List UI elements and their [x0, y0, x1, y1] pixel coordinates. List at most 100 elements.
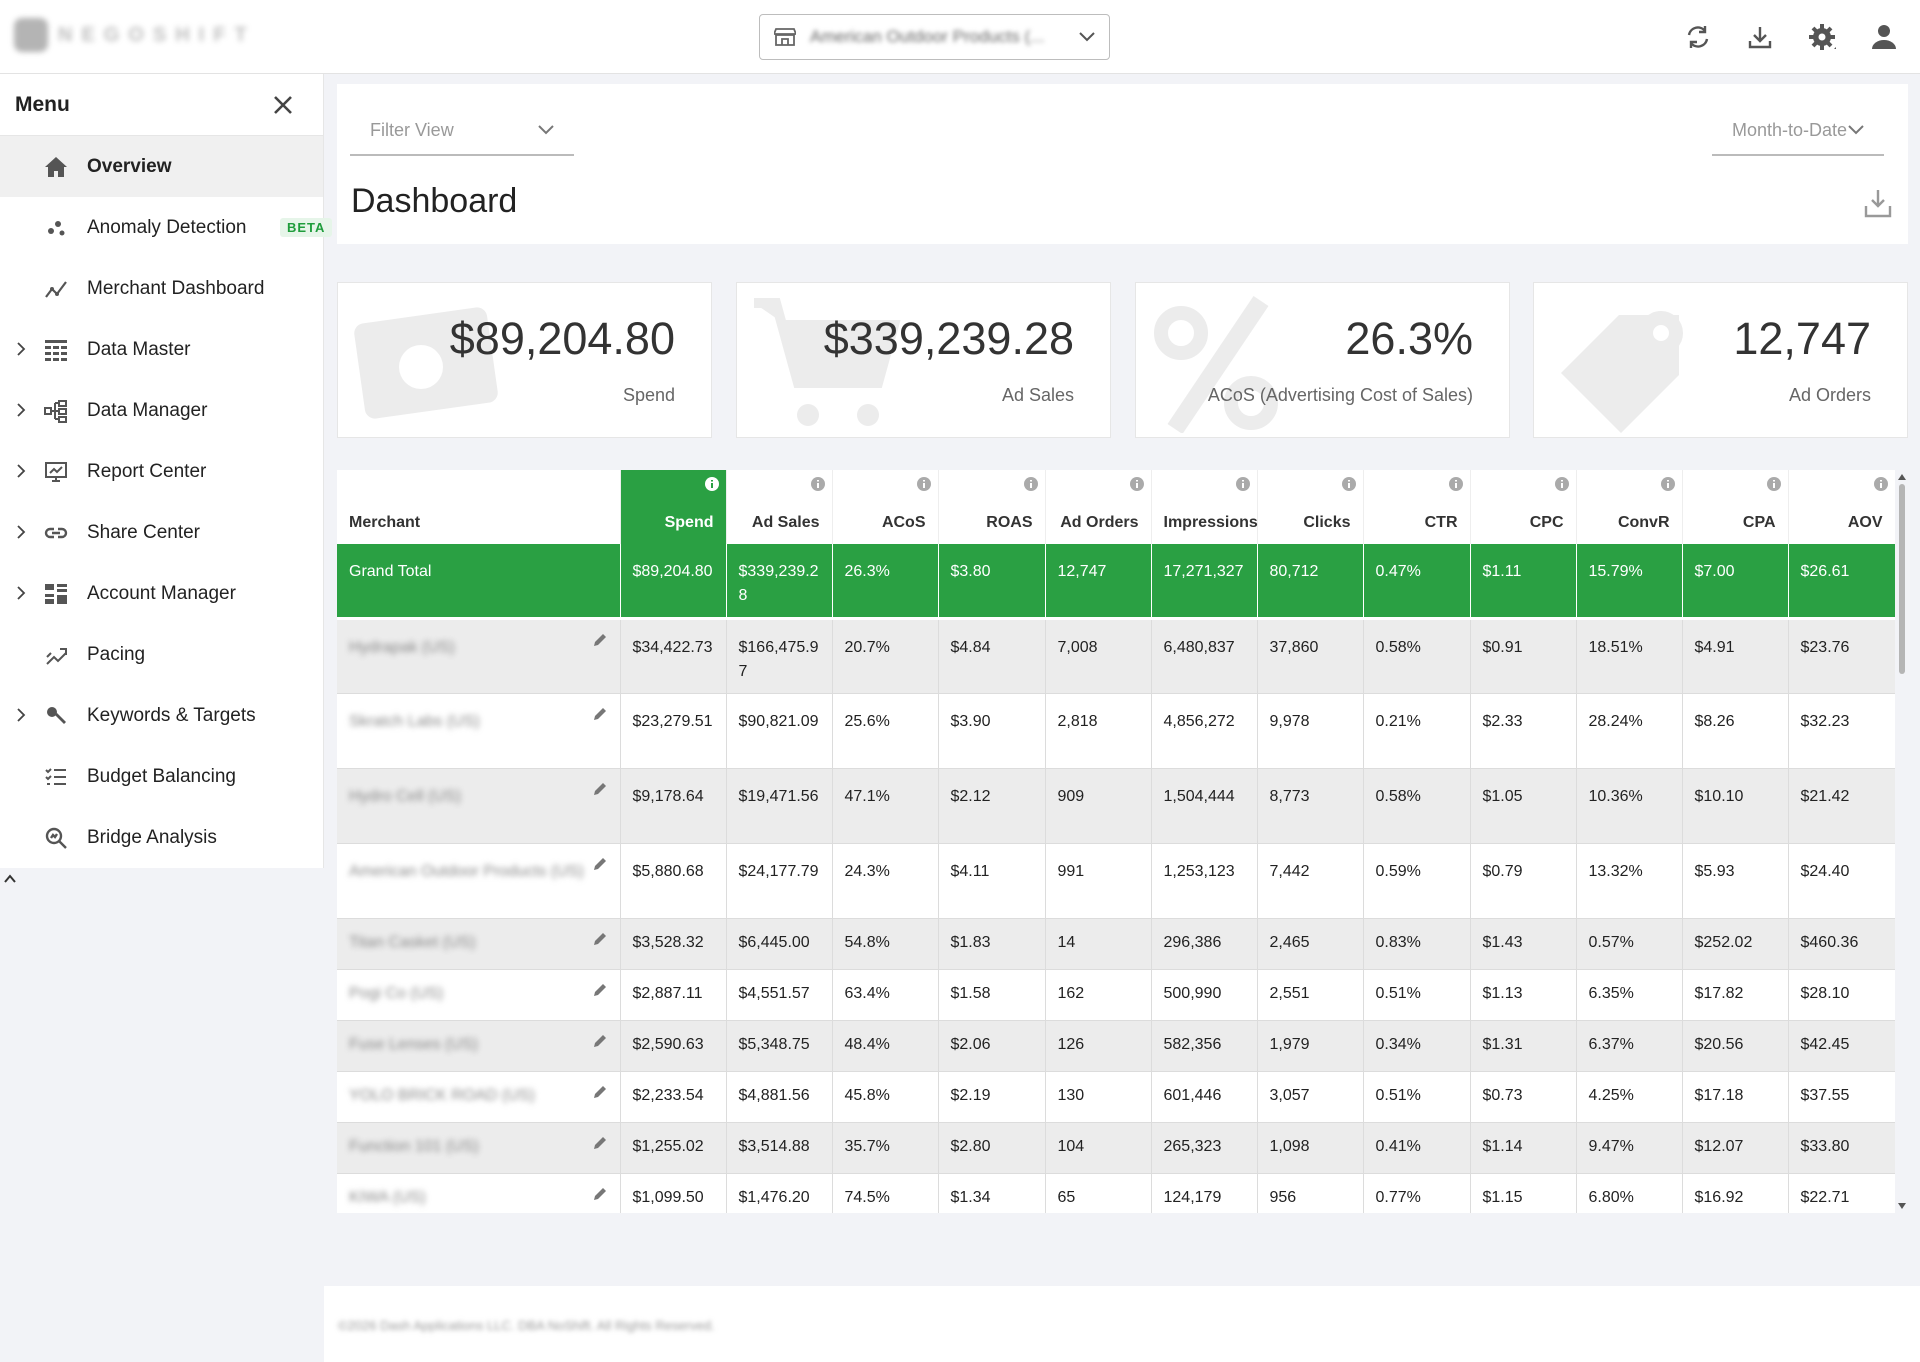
merchant-cell[interactable]: Hydrapak (US)	[337, 618, 621, 694]
edit-icon[interactable]	[592, 781, 608, 797]
column-header-aov[interactable]: AOV	[1788, 470, 1895, 544]
column-header-acos[interactable]: ACoS	[832, 470, 939, 544]
chevron-right-icon[interactable]	[15, 402, 27, 418]
table-row[interactable]: Hydro Cell (US) $9,178.64 $19,471.56 47.1% $…	[337, 768, 1895, 844]
sidebar-item-data-manager[interactable]: Data Manager	[0, 380, 323, 441]
table-row[interactable]: KIWA (US) $1,099.50 $1,476.20 74.5% $1.34 65 1…	[337, 1173, 1895, 1213]
info-icon[interactable]	[810, 476, 826, 492]
table-cell: $24,177.79	[726, 843, 833, 919]
info-icon[interactable]	[1873, 476, 1889, 492]
merchant-cell[interactable]: American Outdoor Products (US)	[337, 843, 621, 919]
merchant-cell[interactable]: Fuse Lenses (US)	[337, 1020, 621, 1072]
merchant-cell[interactable]: YOLO BRICK ROAD (US)	[337, 1071, 621, 1123]
chevron-right-icon[interactable]	[15, 707, 27, 723]
sidebar-item-share-center[interactable]: Share Center	[0, 502, 323, 563]
column-header-impressions[interactable]: Impressions	[1151, 470, 1258, 544]
column-header-cpa[interactable]: CPA	[1682, 470, 1789, 544]
download-icon[interactable]	[1864, 188, 1892, 218]
table-cell: 48.4%	[832, 1020, 939, 1072]
table-cell: 4,856,272	[1151, 693, 1258, 769]
merchant-cell[interactable]: Hydro Cell (US)	[337, 768, 621, 844]
column-header-ad-orders[interactable]: Ad Orders	[1045, 470, 1152, 544]
table-cell: $7.00	[1682, 544, 1789, 620]
download-icon[interactable]	[1744, 18, 1776, 56]
table-cell: 0.58%	[1363, 768, 1471, 844]
date-range-dropdown[interactable]: Month-to-Date	[1712, 106, 1884, 156]
column-header-roas[interactable]: ROAS	[938, 470, 1046, 544]
table-cell: 14	[1045, 918, 1152, 970]
sidebar-item-budget-balancing[interactable]: Budget Balancing	[0, 746, 323, 807]
info-icon[interactable]	[704, 476, 720, 492]
merchant-cell[interactable]: Skratch Labs (US)	[337, 693, 621, 769]
table-row[interactable]: Skratch Labs (US) $23,279.51 $90,821.09 25.…	[337, 693, 1895, 769]
table-row[interactable]: American Outdoor Products (US) $5,880.68 $…	[337, 843, 1895, 919]
gear-icon[interactable]	[1806, 18, 1838, 56]
info-icon[interactable]	[1766, 476, 1782, 492]
sidebar-item-data-master[interactable]: Data Master	[0, 319, 323, 380]
cart-icon	[754, 298, 901, 426]
table-cell: $5,880.68	[620, 843, 727, 919]
info-icon[interactable]	[1023, 476, 1039, 492]
table-cell: 0.41%	[1363, 1122, 1471, 1174]
info-icon[interactable]	[1660, 476, 1676, 492]
column-header-clicks[interactable]: Clicks	[1257, 470, 1364, 544]
info-icon[interactable]	[1235, 476, 1251, 492]
info-icon[interactable]	[1448, 476, 1464, 492]
merchant-cell[interactable]: Titan Casket (US)	[337, 918, 621, 970]
info-icon[interactable]	[1341, 476, 1357, 492]
logo[interactable]: NEGOSHIFT	[14, 18, 256, 52]
info-icon[interactable]	[1129, 476, 1145, 492]
column-header-ad-sales[interactable]: Ad Sales	[726, 470, 833, 544]
column-header-cpc[interactable]: CPC	[1470, 470, 1577, 544]
user-icon[interactable]	[1868, 18, 1900, 56]
sidebar-item-bridge-analysis[interactable]: Bridge Analysis	[0, 807, 323, 868]
info-icon[interactable]	[916, 476, 932, 492]
sidebar-item-report-center[interactable]: Report Center	[0, 441, 323, 502]
edit-icon[interactable]	[592, 1186, 608, 1202]
edit-icon[interactable]	[592, 856, 608, 872]
merchant-cell[interactable]: Function 101 (US)	[337, 1122, 621, 1174]
refresh-icon[interactable]	[1682, 18, 1714, 56]
sidebar-item-pacing[interactable]: Pacing	[0, 624, 323, 685]
chevron-right-icon[interactable]	[15, 341, 27, 357]
edit-icon[interactable]	[592, 1033, 608, 1049]
table-row[interactable]: Hydrapak (US) $34,422.73 $166,475.97 20.7% $…	[337, 618, 1895, 694]
sidebar-item-merchant-dashboard[interactable]: Merchant Dashboard	[0, 258, 323, 319]
column-header-merchant[interactable]: Merchant	[337, 470, 621, 544]
edit-icon[interactable]	[592, 632, 608, 648]
table-row[interactable]: YOLO BRICK ROAD (US) $2,233.54 $4,881.56 45…	[337, 1071, 1895, 1123]
account-selector[interactable]: American Outdoor Products (...	[759, 14, 1110, 60]
column-header-ctr[interactable]: CTR	[1363, 470, 1471, 544]
table-row[interactable]: Fuse Lenses (US) $2,590.63 $5,348.75 48.4% $…	[337, 1020, 1895, 1072]
collapse-up-icon[interactable]	[3, 872, 17, 886]
table-row[interactable]: Function 101 (US) $1,255.02 $3,514.88 35.7%…	[337, 1122, 1895, 1174]
sidebar-item-keywords-targets[interactable]: Keywords & Targets	[0, 685, 323, 746]
table-cell: 6.37%	[1576, 1020, 1683, 1072]
edit-icon[interactable]	[592, 982, 608, 998]
sidebar-item-anomaly-detection[interactable]: Anomaly Detection BETA	[0, 197, 333, 258]
merchant-cell[interactable]: KIWA (US)	[337, 1173, 621, 1213]
table-scrollbar[interactable]	[1896, 470, 1908, 1213]
close-icon[interactable]	[273, 95, 293, 115]
column-header-spend[interactable]: Spend	[620, 470, 727, 544]
chevron-right-icon[interactable]	[15, 585, 27, 601]
chevron-right-icon[interactable]	[15, 463, 27, 479]
table-row[interactable]: Titan Casket (US) $3,528.32 $6,445.00 54.8%…	[337, 918, 1895, 970]
edit-icon[interactable]	[592, 1084, 608, 1100]
column-header-convr[interactable]: ConvR	[1576, 470, 1683, 544]
edit-icon[interactable]	[592, 706, 608, 722]
table-cell: $1.34	[938, 1173, 1046, 1213]
info-icon[interactable]	[1554, 476, 1570, 492]
table-cell: $6,445.00	[726, 918, 833, 970]
chevron-right-icon[interactable]	[15, 524, 27, 540]
sidebar-item-account-manager[interactable]: Account Manager	[0, 563, 323, 624]
table-cell: 4.25%	[1576, 1071, 1683, 1123]
filter-view-dropdown[interactable]: Filter View	[350, 106, 574, 156]
edit-icon[interactable]	[592, 1135, 608, 1151]
edit-icon[interactable]	[592, 931, 608, 947]
kpi-card-ad-orders: 12,747 Ad Orders	[1533, 282, 1908, 438]
table-row[interactable]: Pogi Co (US) $2,887.11 $4,551.57 63.4% $1.58…	[337, 969, 1895, 1021]
merchant-cell[interactable]: Pogi Co (US)	[337, 969, 621, 1021]
table-cell: $20.56	[1682, 1020, 1789, 1072]
sidebar-item-overview[interactable]: Overview	[0, 136, 323, 197]
